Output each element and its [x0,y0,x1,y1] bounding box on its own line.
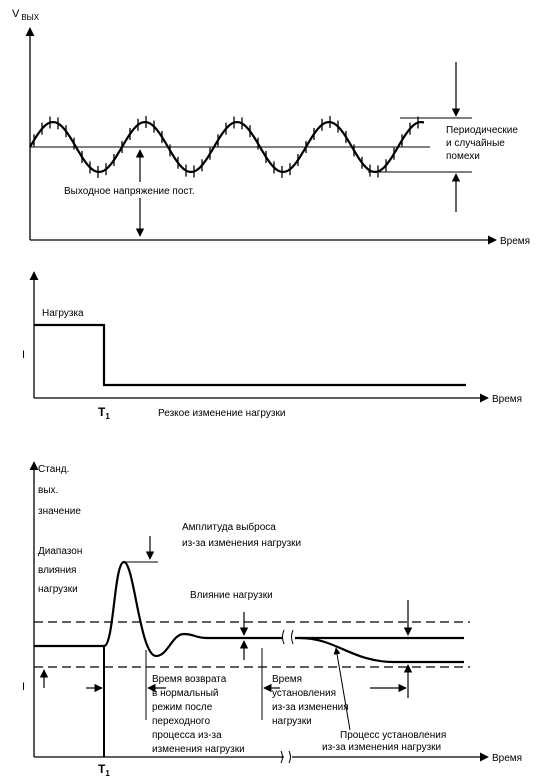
settle-process-arrow [333,647,351,731]
load-step-curve [34,323,466,387]
load-band-label: Диапазон влияния нагрузки [38,546,85,595]
load-change-caption: Резкое изменение нагрузки [158,408,285,419]
axis-break-symbol [280,750,291,764]
panel3-t1-label: T1 [98,762,110,776]
panel-load-current: Время I Нагрузка T1 Резкое изменение наг… [22,271,522,421]
dc-output-label: Выходное напряжение пост. [64,186,195,197]
curve-break-gap [283,628,295,648]
nominal-output-label: Станд. вых. значение [38,464,81,517]
settling-curve [299,636,464,664]
panel2-y-label: I [22,349,25,361]
panel2-t1-label: T1 [98,405,110,421]
overshoot-label: Амплитуда выброса из-за изменения нагруз… [182,521,301,549]
panel-output-voltage: V ВЫХ Время Периодические и случайные пом… [12,8,530,247]
panel-load-transient: Время Станд. вых. значение Диапазон влия… [22,461,522,776]
load-effect-label: Влияние нагрузки [190,590,273,601]
load-label: Нагрузка [42,308,84,319]
panel3-current-label: I [22,681,25,693]
settle-process-label: Процесс установления из-за изменения наг… [322,730,449,753]
recovery-time-label: Время возврата в нормальный режим после … [152,674,245,755]
noisy-sine-waveform [29,121,425,173]
panel2-x-label: Время [492,394,522,405]
panel1-y-label: V ВЫХ [12,8,40,22]
transient-response-curve [34,560,464,658]
panel1-x-label: Время [500,236,530,247]
settling-time-label: Время установления из-за изменения нагру… [272,674,351,727]
periodic-noise-label: Периодические и случайные помехи [446,125,521,162]
curve-break-symbol [282,629,294,645]
panel3-x-label: Время [492,753,522,764]
noise-spikes [33,116,419,178]
